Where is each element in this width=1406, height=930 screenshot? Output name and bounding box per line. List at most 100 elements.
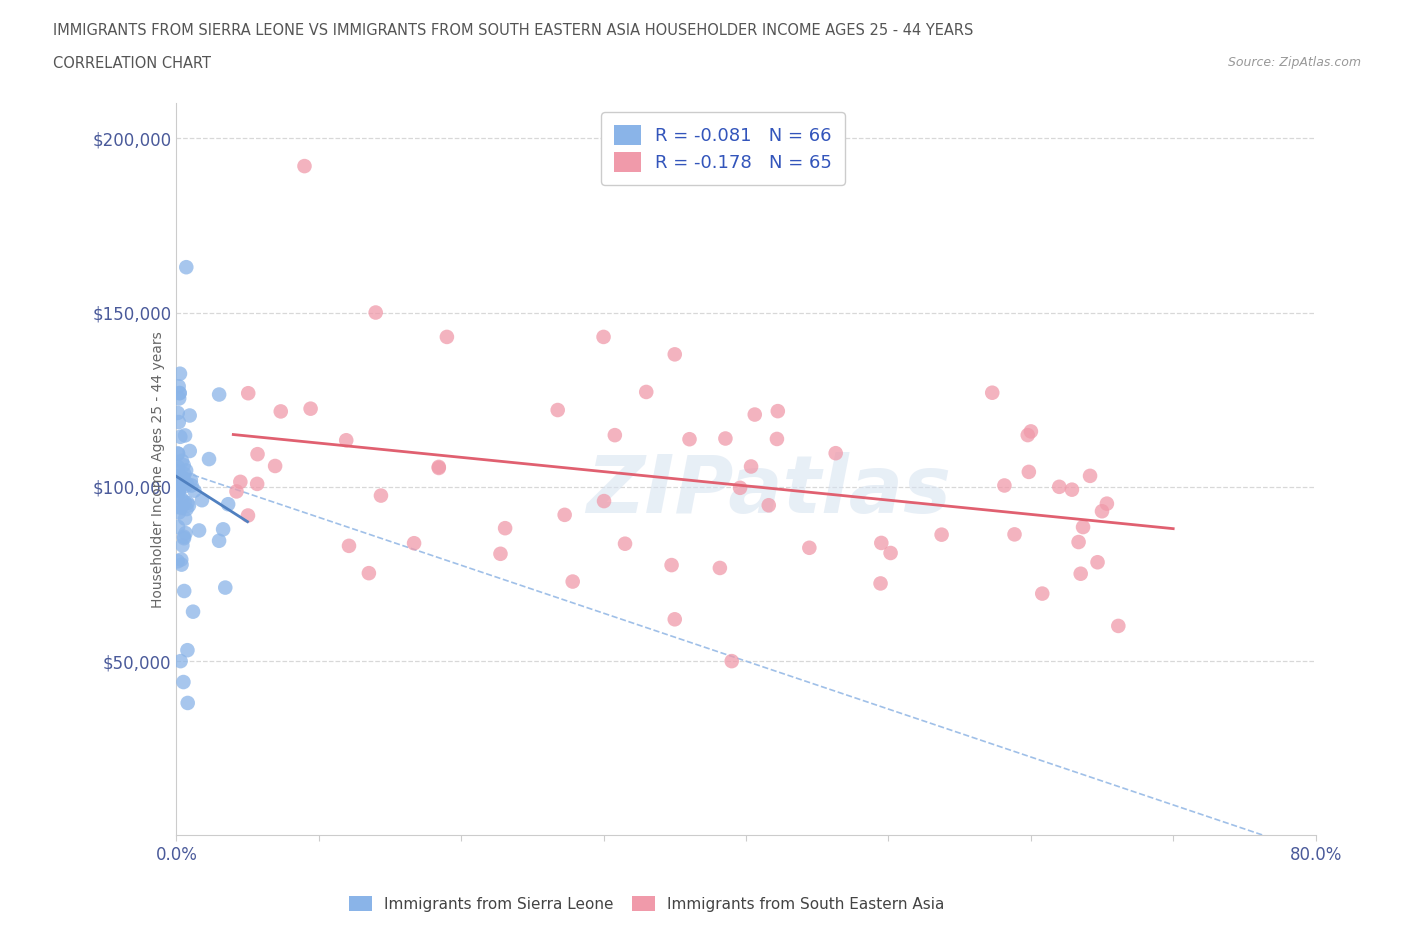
Point [294, 159, 316, 174]
Point [172, 538, 194, 552]
Point [1047, 479, 1070, 494]
Point [1095, 497, 1118, 512]
Point [869, 576, 891, 591]
Point [167, 499, 190, 514]
Point [177, 696, 200, 711]
Point [212, 522, 235, 537]
Point [176, 501, 198, 516]
Point [167, 482, 190, 497]
Point [167, 505, 190, 520]
Point [174, 259, 197, 274]
Point [614, 537, 637, 551]
Point [170, 471, 193, 485]
Point [167, 520, 190, 535]
Point [799, 540, 821, 555]
Point [879, 546, 901, 561]
Point [167, 479, 190, 494]
Point [758, 498, 780, 512]
Point [337, 538, 360, 553]
Point [554, 508, 576, 523]
Point [174, 525, 197, 540]
Point [436, 329, 458, 344]
Point [217, 497, 239, 512]
Point [1004, 527, 1026, 542]
Legend: Immigrants from Sierra Leone, Immigrants from South Eastern Asia: Immigrants from Sierra Leone, Immigrants… [343, 889, 950, 918]
Point [166, 405, 188, 420]
Point [167, 484, 190, 498]
Point [169, 430, 191, 445]
Point [744, 407, 766, 422]
Point [170, 552, 193, 567]
Point [592, 329, 614, 344]
Point [664, 612, 686, 627]
Point [166, 446, 188, 461]
Point [593, 494, 616, 509]
Point [173, 467, 195, 482]
Point [167, 391, 190, 405]
Point [1071, 520, 1094, 535]
Point [180, 478, 202, 493]
Point [166, 464, 188, 479]
Point [824, 445, 846, 460]
Point [335, 432, 357, 447]
Legend: R = -0.081   N = 66, R = -0.178   N = 65: R = -0.081 N = 66, R = -0.178 N = 65 [602, 113, 845, 185]
Point [246, 446, 269, 461]
Point [198, 452, 221, 467]
Point [169, 654, 191, 669]
Point [1107, 618, 1129, 633]
Point [167, 475, 190, 490]
Point [1031, 586, 1053, 601]
Y-axis label: Householder Income Ages 25 - 44 years: Householder Income Ages 25 - 44 years [152, 331, 166, 608]
Point [174, 428, 197, 443]
Text: Source: ZipAtlas.com: Source: ZipAtlas.com [1227, 56, 1361, 69]
Point [661, 558, 683, 573]
Point [166, 554, 188, 569]
Point [236, 508, 259, 523]
Point [370, 488, 392, 503]
Point [766, 432, 789, 446]
Point [720, 654, 742, 669]
Point [170, 557, 193, 572]
Point [740, 459, 762, 474]
Point [993, 478, 1015, 493]
Point [208, 533, 231, 548]
Point [176, 643, 198, 658]
Text: CORRELATION CHART: CORRELATION CHART [53, 56, 211, 71]
Point [1070, 566, 1092, 581]
Point [427, 460, 450, 475]
Point [238, 386, 260, 401]
Point [179, 408, 201, 423]
Point [169, 386, 191, 401]
Point [166, 459, 188, 474]
Point [603, 428, 626, 443]
Point [180, 472, 202, 487]
Point [172, 674, 194, 689]
Point [173, 583, 195, 598]
Point [191, 493, 214, 508]
Point [225, 484, 247, 498]
Point [169, 386, 191, 401]
Point [174, 463, 197, 478]
Point [1019, 424, 1042, 439]
Point [167, 446, 190, 461]
Point [167, 379, 190, 393]
Point [364, 305, 387, 320]
Point [179, 444, 201, 458]
Point [169, 472, 191, 487]
Point [981, 385, 1004, 400]
Point [1018, 464, 1040, 479]
Point [870, 536, 893, 551]
Point [173, 531, 195, 546]
Point [170, 500, 193, 515]
Point [176, 476, 198, 491]
Point [264, 458, 287, 473]
Point [714, 432, 737, 446]
Point [173, 458, 195, 472]
Point [169, 476, 191, 491]
Text: IMMIGRANTS FROM SIERRA LEONE VS IMMIGRANTS FROM SOUTH EASTERN ASIA HOUSEHOLDER I: IMMIGRANTS FROM SIERRA LEONE VS IMMIGRAN… [53, 23, 974, 38]
Point [246, 476, 269, 491]
Point [931, 527, 953, 542]
Point [678, 432, 700, 446]
Point [494, 521, 516, 536]
Point [183, 484, 205, 498]
